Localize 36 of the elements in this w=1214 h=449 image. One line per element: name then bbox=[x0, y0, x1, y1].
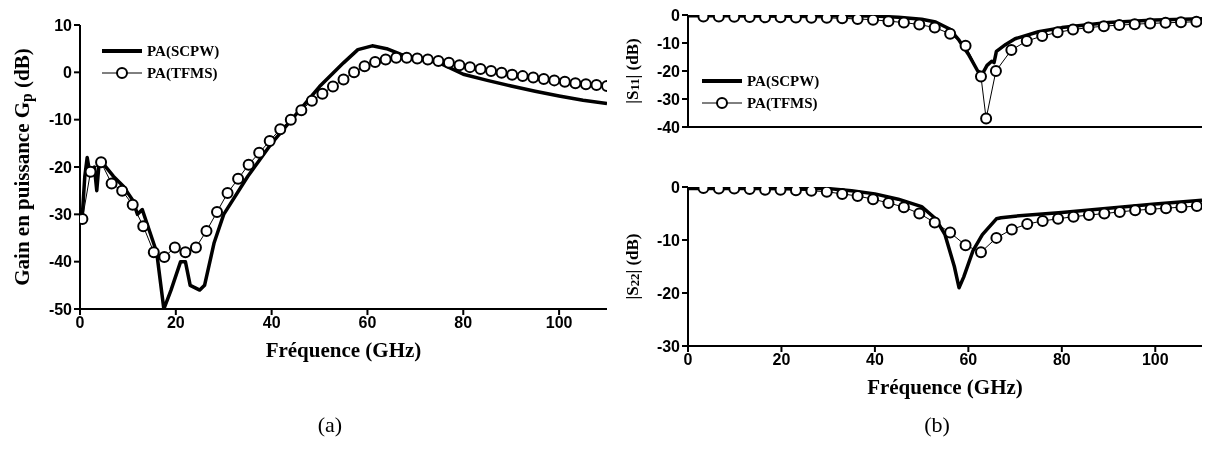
text: (b) bbox=[923, 412, 951, 438]
x-tick-label: 20 bbox=[772, 351, 791, 369]
y-tick-label: -10 bbox=[656, 34, 681, 52]
x-tick-label: 100 bbox=[1141, 351, 1169, 369]
y-tick-label: -20 bbox=[656, 284, 681, 302]
y-tick-label: -20 bbox=[656, 62, 681, 80]
legend-label: PA(TFMS) bbox=[747, 94, 818, 112]
y-tick-label: 10 bbox=[54, 16, 73, 34]
y-tick-label: -30 bbox=[656, 337, 681, 355]
x-tick-label: 60 bbox=[358, 314, 377, 332]
y-tick-label: 0 bbox=[671, 6, 681, 24]
y-tick-label: -30 bbox=[656, 90, 681, 108]
y-tick-label: -50 bbox=[48, 300, 73, 318]
legend-label: PA(SCPW) bbox=[747, 72, 820, 90]
y-tick-label: 0 bbox=[671, 178, 681, 196]
x-tick-label: 100 bbox=[545, 314, 573, 332]
x-tick-label: 40 bbox=[262, 314, 281, 332]
y-tick-label: -40 bbox=[48, 253, 73, 271]
x-axis-title: Fréquence (GHz) bbox=[265, 338, 422, 362]
legend-label: PA(SCPW) bbox=[147, 42, 220, 60]
y-tick-label: -10 bbox=[656, 231, 681, 249]
y-tick-label: 0 bbox=[63, 64, 73, 82]
y-tick-label: -40 bbox=[656, 118, 681, 136]
text: (a) bbox=[316, 412, 344, 438]
x-axis-title: Fréquence (GHz) bbox=[867, 375, 1023, 399]
x-tick-label: 60 bbox=[959, 351, 978, 369]
legend-label: PA(TFMS) bbox=[147, 64, 218, 82]
x-tick-label: 80 bbox=[1052, 351, 1071, 369]
y-tick-label: -20 bbox=[48, 158, 73, 176]
x-tick-label: 0 bbox=[75, 314, 85, 332]
x-tick-label: 20 bbox=[166, 314, 185, 332]
x-tick-label: 0 bbox=[683, 351, 693, 369]
x-tick-label: 80 bbox=[454, 314, 473, 332]
x-tick-label: 40 bbox=[866, 351, 884, 369]
y-tick-label: -30 bbox=[48, 206, 73, 224]
y-tick-label: -10 bbox=[48, 111, 73, 129]
